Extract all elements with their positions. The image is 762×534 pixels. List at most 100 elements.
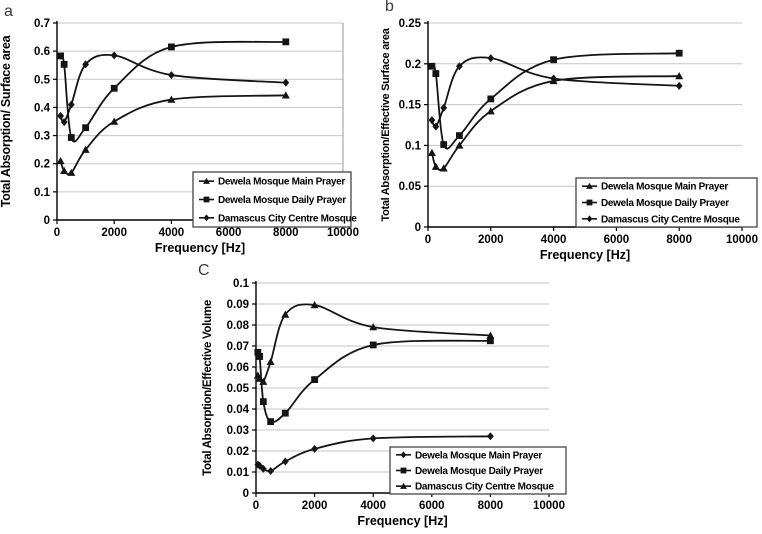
triangle-data-point	[110, 117, 119, 125]
series-b-2	[428, 54, 683, 131]
diamond-data-point	[281, 457, 289, 466]
diamond-data-point	[110, 51, 118, 60]
triangle-data-point	[259, 377, 268, 385]
svg-text:0.2: 0.2	[34, 159, 50, 171]
svg-text:0.04: 0.04	[227, 404, 250, 416]
legend-box	[575, 177, 758, 228]
legend-label: Dewela Mosque Daily Prayer	[601, 198, 729, 209]
square-data-point	[67, 134, 75, 141]
svg-text:0.1: 0.1	[405, 140, 422, 152]
tick-labels-b: 0 2000 4000 6000 8000 10000 0 0.05 0.1 0.15 0.2 0.2…	[399, 18, 758, 246]
svg-text:0.03: 0.03	[227, 425, 249, 437]
triangle-data-point	[439, 164, 448, 172]
chart-total-absorption-per-effective-surface-area: 0 2000 4000 6000 8000 10000 0 0.05 0.1 0.15 0.2 0.2…	[380, 0, 762, 267]
legend-label: Damascus City Centre Mosque	[601, 214, 740, 225]
legend-label: Damascus City Centre Mosque	[218, 213, 357, 224]
square-legend-marker	[400, 467, 407, 474]
triangle-data-point	[281, 310, 290, 318]
square-data-point	[82, 124, 89, 132]
diamond-data-point	[168, 71, 175, 80]
square-data-point	[60, 60, 68, 68]
svg-text:2000: 2000	[302, 500, 328, 512]
legend-label: Dewela Mosque Main Prayer	[415, 450, 542, 461]
diamond-data-point	[311, 444, 318, 453]
legend-label: Dewela Mosque Daily Prayer	[218, 195, 346, 206]
svg-text:0: 0	[54, 227, 60, 239]
square-data-point	[675, 49, 683, 57]
diamond-data-point	[60, 118, 68, 127]
square-data-point	[282, 38, 290, 46]
panel-label-b: b	[385, 0, 394, 15]
svg-text:10000: 10000	[327, 227, 359, 239]
tick-labels-a: 0 2000 4000 6000 8000 10000 0 0.1 0.2 0.3 0.4 0.5 0.…	[34, 18, 359, 239]
square-data-point	[428, 62, 436, 70]
legend-b: Dewela Mosque Main Prayer Dewela Mosque D…	[575, 177, 758, 228]
square-data-point	[440, 141, 448, 148]
panel-label-a: a	[4, 3, 13, 20]
svg-text:2000: 2000	[478, 234, 504, 246]
svg-text:4000: 4000	[541, 234, 567, 246]
svg-text:6000: 6000	[216, 227, 242, 239]
diamond-data-point	[267, 466, 275, 475]
series-c-1	[254, 337, 494, 425]
triangle-data-point	[167, 95, 176, 103]
square-data-point	[311, 376, 318, 383]
triangle-data-point	[486, 107, 495, 115]
series-b-0	[427, 72, 684, 172]
series-line	[431, 56, 680, 128]
diamond-data-point	[550, 74, 557, 83]
svg-text:8000: 8000	[478, 500, 504, 512]
chart-svg-b: 0 2000 4000 6000 8000 10000 0 0.05 0.1 0.15 0.2 0.2…	[380, 18, 758, 262]
chart-svg-c: 0 2000 4000 6000 8000 10000 0 0.01 0.02 0.03 0.04 0…	[202, 278, 567, 528]
legend-label: Dewela Mosque Main Prayer	[218, 177, 345, 188]
triangle-data-point	[486, 331, 495, 339]
triangle-data-point	[266, 357, 275, 365]
triangle-data-point	[431, 162, 440, 170]
square-data-point	[259, 398, 267, 406]
svg-text:0.1: 0.1	[233, 278, 250, 290]
diamond-data-point	[282, 78, 290, 87]
triangle-data-point	[281, 91, 290, 99]
diamond-data-point	[487, 54, 495, 63]
triangle-data-point	[455, 141, 464, 149]
svg-text:0.01: 0.01	[227, 467, 250, 479]
square-data-point	[57, 52, 64, 60]
svg-text:0: 0	[253, 500, 259, 512]
diamond-data-point	[57, 111, 64, 120]
series-a-1	[57, 38, 290, 143]
svg-text:6000: 6000	[604, 234, 630, 246]
triangle-data-point	[255, 374, 264, 382]
square-data-point	[432, 70, 440, 77]
gridlines-b	[428, 22, 742, 187]
svg-text:Total Absorption/Effective Sur: Total Absorption/Effective Surface area	[381, 27, 392, 221]
legend-label: Damascus City Centre Mosque	[415, 482, 554, 493]
series-a-2	[57, 51, 290, 127]
series-b-1	[428, 49, 683, 150]
triangle-legend-marker	[586, 182, 593, 189]
svg-text:0.05: 0.05	[227, 383, 250, 395]
svg-text:8000: 8000	[273, 227, 299, 239]
square-data-point	[369, 341, 377, 349]
triangle-data-point	[81, 145, 90, 153]
triangle-legend-marker	[400, 482, 407, 489]
chart-svg-a: 0 2000 4000 6000 8000 10000 0 0.1 0.2 0.3 0.4 0.5 0.…	[0, 18, 359, 255]
svg-text:0.3: 0.3	[34, 131, 50, 143]
svg-text:8000: 8000	[666, 234, 692, 246]
series-line	[59, 53, 286, 124]
svg-text:10000: 10000	[533, 500, 565, 512]
svg-text:2000: 2000	[101, 227, 127, 239]
svg-text:0.1: 0.1	[34, 187, 51, 199]
triangle-data-point	[427, 148, 436, 156]
series-line	[256, 339, 491, 423]
svg-text:0.2: 0.2	[405, 59, 421, 71]
square-data-point	[256, 353, 264, 360]
gridlines-a	[57, 22, 344, 220]
triangle-data-point	[675, 72, 684, 80]
svg-text:0.05: 0.05	[399, 181, 422, 193]
diamond-legend-marker	[203, 214, 210, 222]
chart-total-absorption-per-effective-volume: 0 2000 4000 6000 8000 10000 0 0.01 0.02 0.03 0.04 0…	[190, 267, 571, 534]
diamond-data-point	[428, 116, 436, 125]
square-data-point	[254, 348, 262, 356]
panel-label-c: C	[198, 262, 210, 279]
svg-text:0.4: 0.4	[34, 102, 51, 114]
